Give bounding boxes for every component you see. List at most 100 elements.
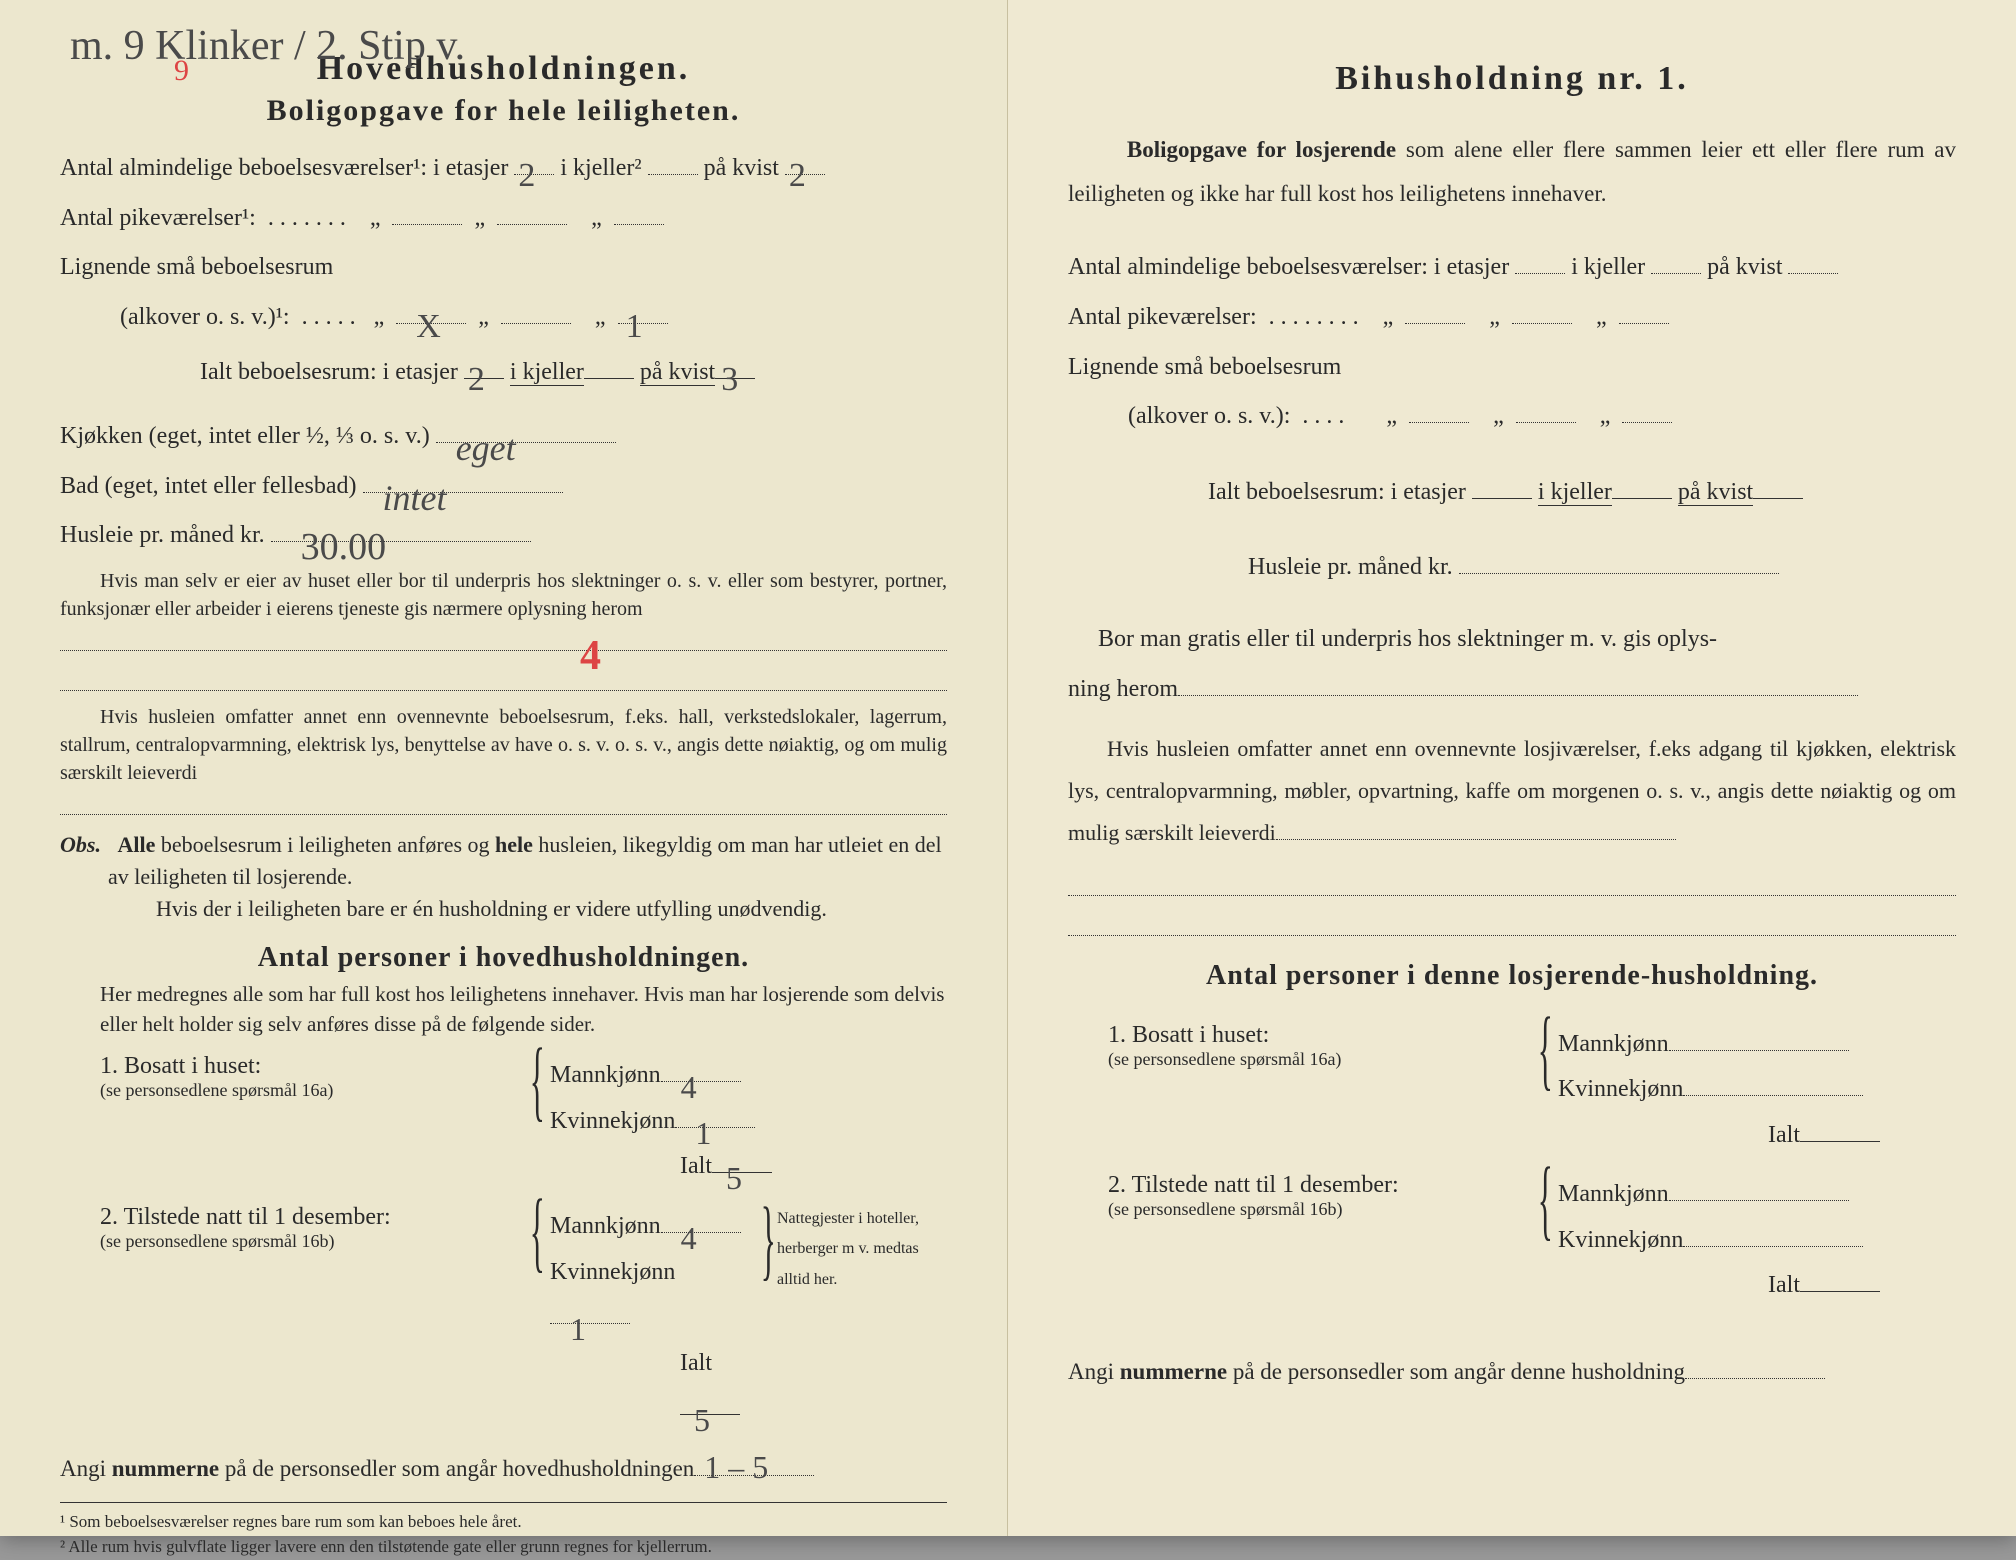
p1-label: 1. Bosatt i huset: [100, 1053, 520, 1080]
heading-sub: Boligopgave for hele leiligheten. [60, 94, 947, 128]
r-p2-label: 2. Tilstede natt til 1 desember: [1108, 1172, 1528, 1199]
hand-etasjer-1: 2 [518, 144, 535, 209]
r-blank-line-1 [1068, 868, 1956, 896]
r-row1-kvist: på kvist [1707, 254, 1782, 280]
intro-text: Boligopgave for losjerende som alene ell… [1068, 128, 1956, 215]
r-p1-ialt: Ialt [1768, 1122, 1800, 1148]
r-para1b-text: ning herom [1068, 676, 1178, 702]
fn2: ² Alle rum hvis gulvflate ligger lavere … [60, 1534, 947, 1560]
section-note: Her medregnes alle som har full kost hos… [60, 980, 947, 1039]
person-row-2: 2. Tilstede natt til 1 desember: (se per… [100, 1204, 947, 1432]
r-para2: Hvis husleien omfatter annet enn ovennev… [1068, 728, 1956, 853]
r-section-title: Antal personer i denne losjerende-hushol… [1068, 960, 1956, 992]
red-4: 4 [580, 627, 601, 686]
para-selv-eier: Hvis man selv er eier av huset eller bor… [60, 567, 947, 623]
nattegjester-note: Nattegjester i hoteller, herberger m v. … [777, 1204, 947, 1432]
row-kjokken: Kjøkken (eget, intet eller ½, ⅓ o. s. v.… [60, 414, 947, 460]
brace-icon: { [1538, 1164, 1549, 1236]
angi-hand: 1 – 5 [704, 1449, 768, 1486]
p2-label: 2. Tilstede natt til 1 desember: [100, 1204, 520, 1231]
red-mark-9: 9 [174, 54, 189, 88]
row-lignende-sub: (alkover o. s. v.)¹: . . . . . „ X „ „ 1 [60, 295, 947, 341]
left-column: m. 9 Klinker / 2. Stip v. 9 Hovedhushold… [0, 0, 1008, 1536]
bad-label: Bad (eget, intet eller fellesbad) [60, 473, 357, 499]
hand-kjokken: eget [456, 414, 516, 482]
hand-bad: intet [383, 464, 447, 532]
p2-sub: (se personsedlene spørsmål 16b) [100, 1231, 520, 1252]
r-row-lignende-sub: (alkover o. s. v.): . . . . „ „ „ [1068, 394, 1956, 440]
hand-x: X [416, 295, 441, 360]
p2-ialt-hand: 5 [694, 1390, 710, 1451]
obs-label: Obs. [60, 832, 101, 857]
obs-block: Obs. Alle beboelsesrum i leiligheten anf… [60, 829, 947, 925]
r-p2-mann: Mannkjønn [1558, 1181, 1669, 1207]
r-row-alm: Antal almindelige beboelsesværelser: i e… [1068, 245, 1956, 291]
r-angi-line: Angi nummerne på de personsedler som ang… [1068, 1359, 1956, 1385]
r-husleie-row: Husleie pr. måned kr. [1068, 545, 1956, 591]
r-blank-line-2 [1068, 908, 1956, 936]
p2-mann-label: Mannkjønn [550, 1213, 661, 1239]
section-title-personer: Antal personer i hovedhusholdningen. [60, 942, 947, 974]
p1-sub: (se personsedlene spørsmål 16a) [100, 1080, 520, 1101]
r-row-pike: Antal pikeværelser: . . . . . . . . „ „ … [1068, 295, 1956, 341]
row-pikevaerelser: Antal pikeværelser¹: . . . . . . . „ „ „ [60, 196, 947, 242]
angi-line: Angi nummerne på de personsedler som ang… [60, 1456, 947, 1482]
r-ialt-row: Ialt beboelsesrum: i etasjer i kjeller p… [1068, 470, 1956, 516]
r-para1b: ning herom [1068, 667, 1956, 713]
row-alm-vaerelser: Antal almindelige beboelsesværelser¹: i … [60, 146, 947, 192]
r-p1-label: 1. Bosatt i huset: [1108, 1022, 1528, 1049]
p1-kvinne-label: Kvinnekjønn [550, 1108, 675, 1134]
r-person-row-2: 2. Tilstede natt til 1 desember: (se per… [1108, 1172, 1956, 1309]
r-ialt-label: Ialt beboelsesrum: i etasjer [1208, 479, 1466, 505]
footnotes: ¹ Som beboelsesværelser regnes bare rum … [60, 1502, 947, 1560]
hand-ialt-etasjer: 2 [468, 348, 485, 413]
r-para2-text: Hvis husleien omfatter annet enn ovennev… [1068, 736, 1956, 845]
p2-kvinne-hand: 1 [570, 1299, 586, 1360]
p1-mann-label: Mannkjønn [550, 1062, 661, 1088]
row1-kvist: på kvist [704, 155, 779, 181]
brace-right-icon: } [761, 1204, 769, 1432]
r-row3-sub: (alkover o. s. v.): [1128, 403, 1290, 429]
r-p2-ialt: Ialt [1768, 1272, 1800, 1298]
document-page: m. 9 Klinker / 2. Stip v. 9 Hovedhushold… [0, 0, 2016, 1536]
row1-label: Antal almindelige beboelsesværelser¹: i … [60, 155, 508, 181]
row-ialt-beboelsesrum: Ialt beboelsesrum: i etasjer 2 i kjeller… [60, 350, 947, 396]
row-husleie: Husleie pr. måned kr. 30.00 [60, 513, 947, 559]
hand-1: 1 [626, 295, 643, 360]
row-lignende-label: Lignende små beboelsesrum [60, 245, 947, 291]
hand-ialt-kvist: 3 [721, 348, 738, 413]
blank-line-1 [60, 623, 947, 651]
p2-mann-hand: 4 [681, 1208, 697, 1269]
right-column: Bihusholdning nr. 1. Boligopgave for los… [1008, 0, 2016, 1536]
r-row1-label: Antal almindelige beboelsesværelser: i e… [1068, 254, 1509, 280]
person-row-1: 1. Bosatt i huset: (se personsedlene spø… [100, 1053, 947, 1190]
heading-main-r: Bihusholdning nr. 1. [1068, 60, 1956, 98]
brace-icon: { [530, 1196, 541, 1268]
brace-icon: { [530, 1045, 541, 1117]
row3-sub: (alkover o. s. v.)¹: [120, 304, 290, 330]
r-row1-kjeller: i kjeller [1571, 254, 1645, 280]
fn1: ¹ Som beboelsesværelser regnes bare rum … [60, 1509, 947, 1535]
handwriting-top: m. 9 Klinker / 2. Stip v. [70, 22, 465, 70]
p2-ialt-label: Ialt [680, 1350, 712, 1376]
r-para1-text: Bor man gratis eller til underpris hos s… [1098, 626, 1717, 652]
blank-line-2 [60, 663, 947, 691]
obs-text2: Hvis der i leiligheten bare er én hushol… [108, 893, 947, 925]
r-p1-sub: (se personsedlene spørsmål 16a) [1108, 1049, 1528, 1070]
p1-kvinne-hand: 1 [695, 1103, 711, 1164]
r-p2-sub: (se personsedlene spørsmål 16b) [1108, 1199, 1528, 1220]
para-husleien-omfatter: Hvis husleien omfatter annet enn ovennev… [60, 703, 947, 787]
r-p2-kvinne: Kvinnekjønn [1558, 1227, 1683, 1253]
brace-icon: { [1538, 1014, 1549, 1086]
hand-kvist-1: 2 [789, 144, 806, 209]
r-row-lignende: Lignende små beboelsesrum [1068, 345, 1956, 391]
p1-ialt-hand: 5 [726, 1148, 742, 1209]
r-p1-mann: Mannkjønn [1558, 1031, 1669, 1057]
row2-label: Antal pikeværelser¹: [60, 205, 256, 231]
r-row2-label: Antal pikeværelser: [1068, 304, 1257, 330]
kjokken-label: Kjøkken (eget, intet eller ½, ⅓ o. s. v.… [60, 423, 430, 449]
r-p1-kvinne: Kvinnekjønn [1558, 1076, 1683, 1102]
blank-line-3 [60, 787, 947, 815]
row1-kjeller: i kjeller² [560, 155, 641, 181]
ialt-label: Ialt beboelsesrum: i etasjer [200, 359, 458, 385]
